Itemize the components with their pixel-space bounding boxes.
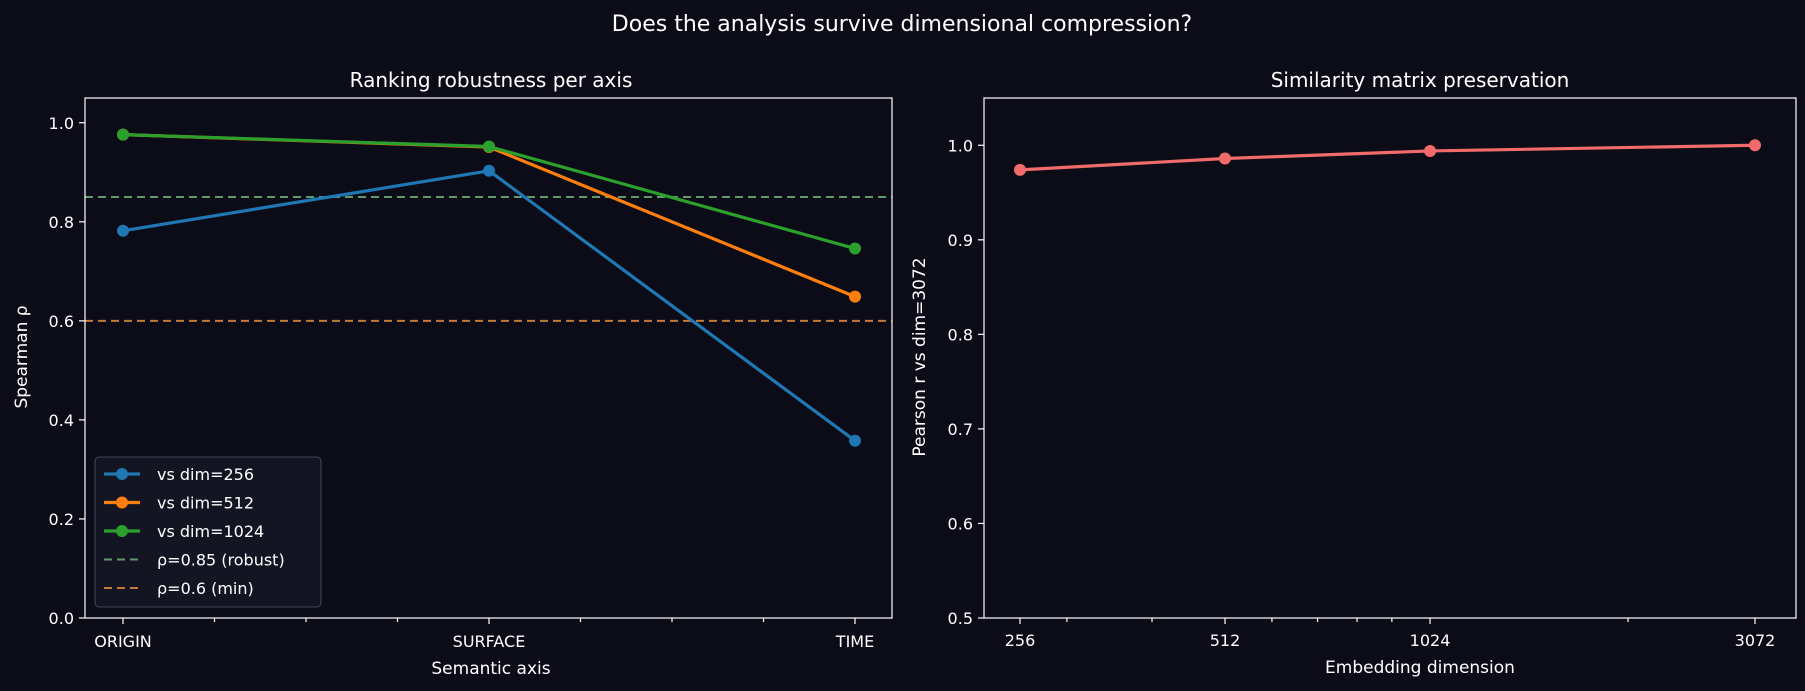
legend-entry: vs dim=512 [157,494,254,513]
ranking-robustness-chart: Ranking robustness per axis Semantic axi… [12,68,893,679]
series-1-point-1 [117,224,129,237]
right-chart-title: Similarity matrix preservation [1271,68,1570,92]
series-point-1 [1014,163,1026,176]
y-tick-label: 0.4 [49,411,74,430]
y-tick-label: 0.5 [948,609,973,628]
series-point-2 [1219,152,1232,165]
right-plot-area: 0.5 0.6 0.7 0.8 0.9 1.0 256 512 1024 3072 [948,97,1797,650]
x-tick-label: 512 [1210,631,1241,650]
y-tick-label: 0.2 [49,510,74,529]
figure-title: Does the analysis survive dimensional co… [612,12,1192,37]
x-tick-label: ORIGIN [94,632,152,651]
y-tick-label: 0.0 [49,609,74,628]
legend-entry: ρ=0.6 (min) [157,579,254,598]
y-tick-label: 1.0 [49,114,74,133]
legend-swatch-marker [116,525,128,537]
y-tick-label: 0.6 [49,312,74,331]
series-3-point-3 [849,242,861,255]
series-point-4 [1749,139,1761,152]
legend-swatch-marker [116,468,128,480]
y-tick-label: 0.8 [49,213,74,232]
y-tick-label: 0.8 [948,325,973,344]
series-point-3 [1424,144,1437,157]
series-line [1019,143,1756,172]
series-2-point-3 [849,290,861,303]
legend-box [94,456,322,608]
x-tick-label: 3072 [1735,631,1776,650]
legend-entry: vs dim=1024 [157,522,264,541]
left-y-axis-label: Spearman ρ [12,305,32,408]
legend-entry: ρ=0.85 (robust) [157,551,285,570]
right-x-axis-label: Embedding dimension [1325,658,1515,678]
x-tick-label: 1024 [1410,631,1451,650]
legend-entry: vs dim=256 [157,465,254,484]
y-tick-label: 0.7 [948,420,973,439]
similarity-preservation-chart: Similarity matrix preservation Embedding… [910,68,1797,678]
series-1-point-2 [483,164,495,177]
series-3-point-1 [117,128,129,141]
y-tick-label: 0.6 [948,514,973,533]
right-plot-frame [983,97,1797,619]
x-tick-label: SURFACE [453,632,526,651]
y-tick-label: 0.9 [948,231,973,250]
legend-swatch-marker [116,496,128,509]
left-x-axis-label: Semantic axis [431,659,550,679]
series-3-point-2 [483,140,495,153]
x-tick-label: TIME [835,632,874,651]
left-chart-title: Ranking robustness per axis [350,68,633,92]
x-tick-label: 256 [1005,631,1036,650]
y-tick-label: 1.0 [948,136,973,155]
left-plot-area: 0.0 0.2 0.4 0.6 0.8 1.0 ORIGIN SURFACE TIME vs di… [49,97,893,651]
right-y-axis-label: Pearson r vs dim=3072 [910,257,930,456]
series-1-point-3 [849,434,861,447]
